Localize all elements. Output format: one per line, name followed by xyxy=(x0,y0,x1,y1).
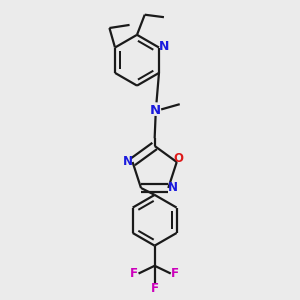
Text: N: N xyxy=(159,40,169,53)
Text: F: F xyxy=(151,282,159,295)
Text: F: F xyxy=(130,267,138,280)
Text: N: N xyxy=(150,104,161,118)
Text: O: O xyxy=(173,152,183,165)
Text: F: F xyxy=(171,267,179,280)
Text: N: N xyxy=(168,181,178,194)
Text: N: N xyxy=(123,154,133,168)
